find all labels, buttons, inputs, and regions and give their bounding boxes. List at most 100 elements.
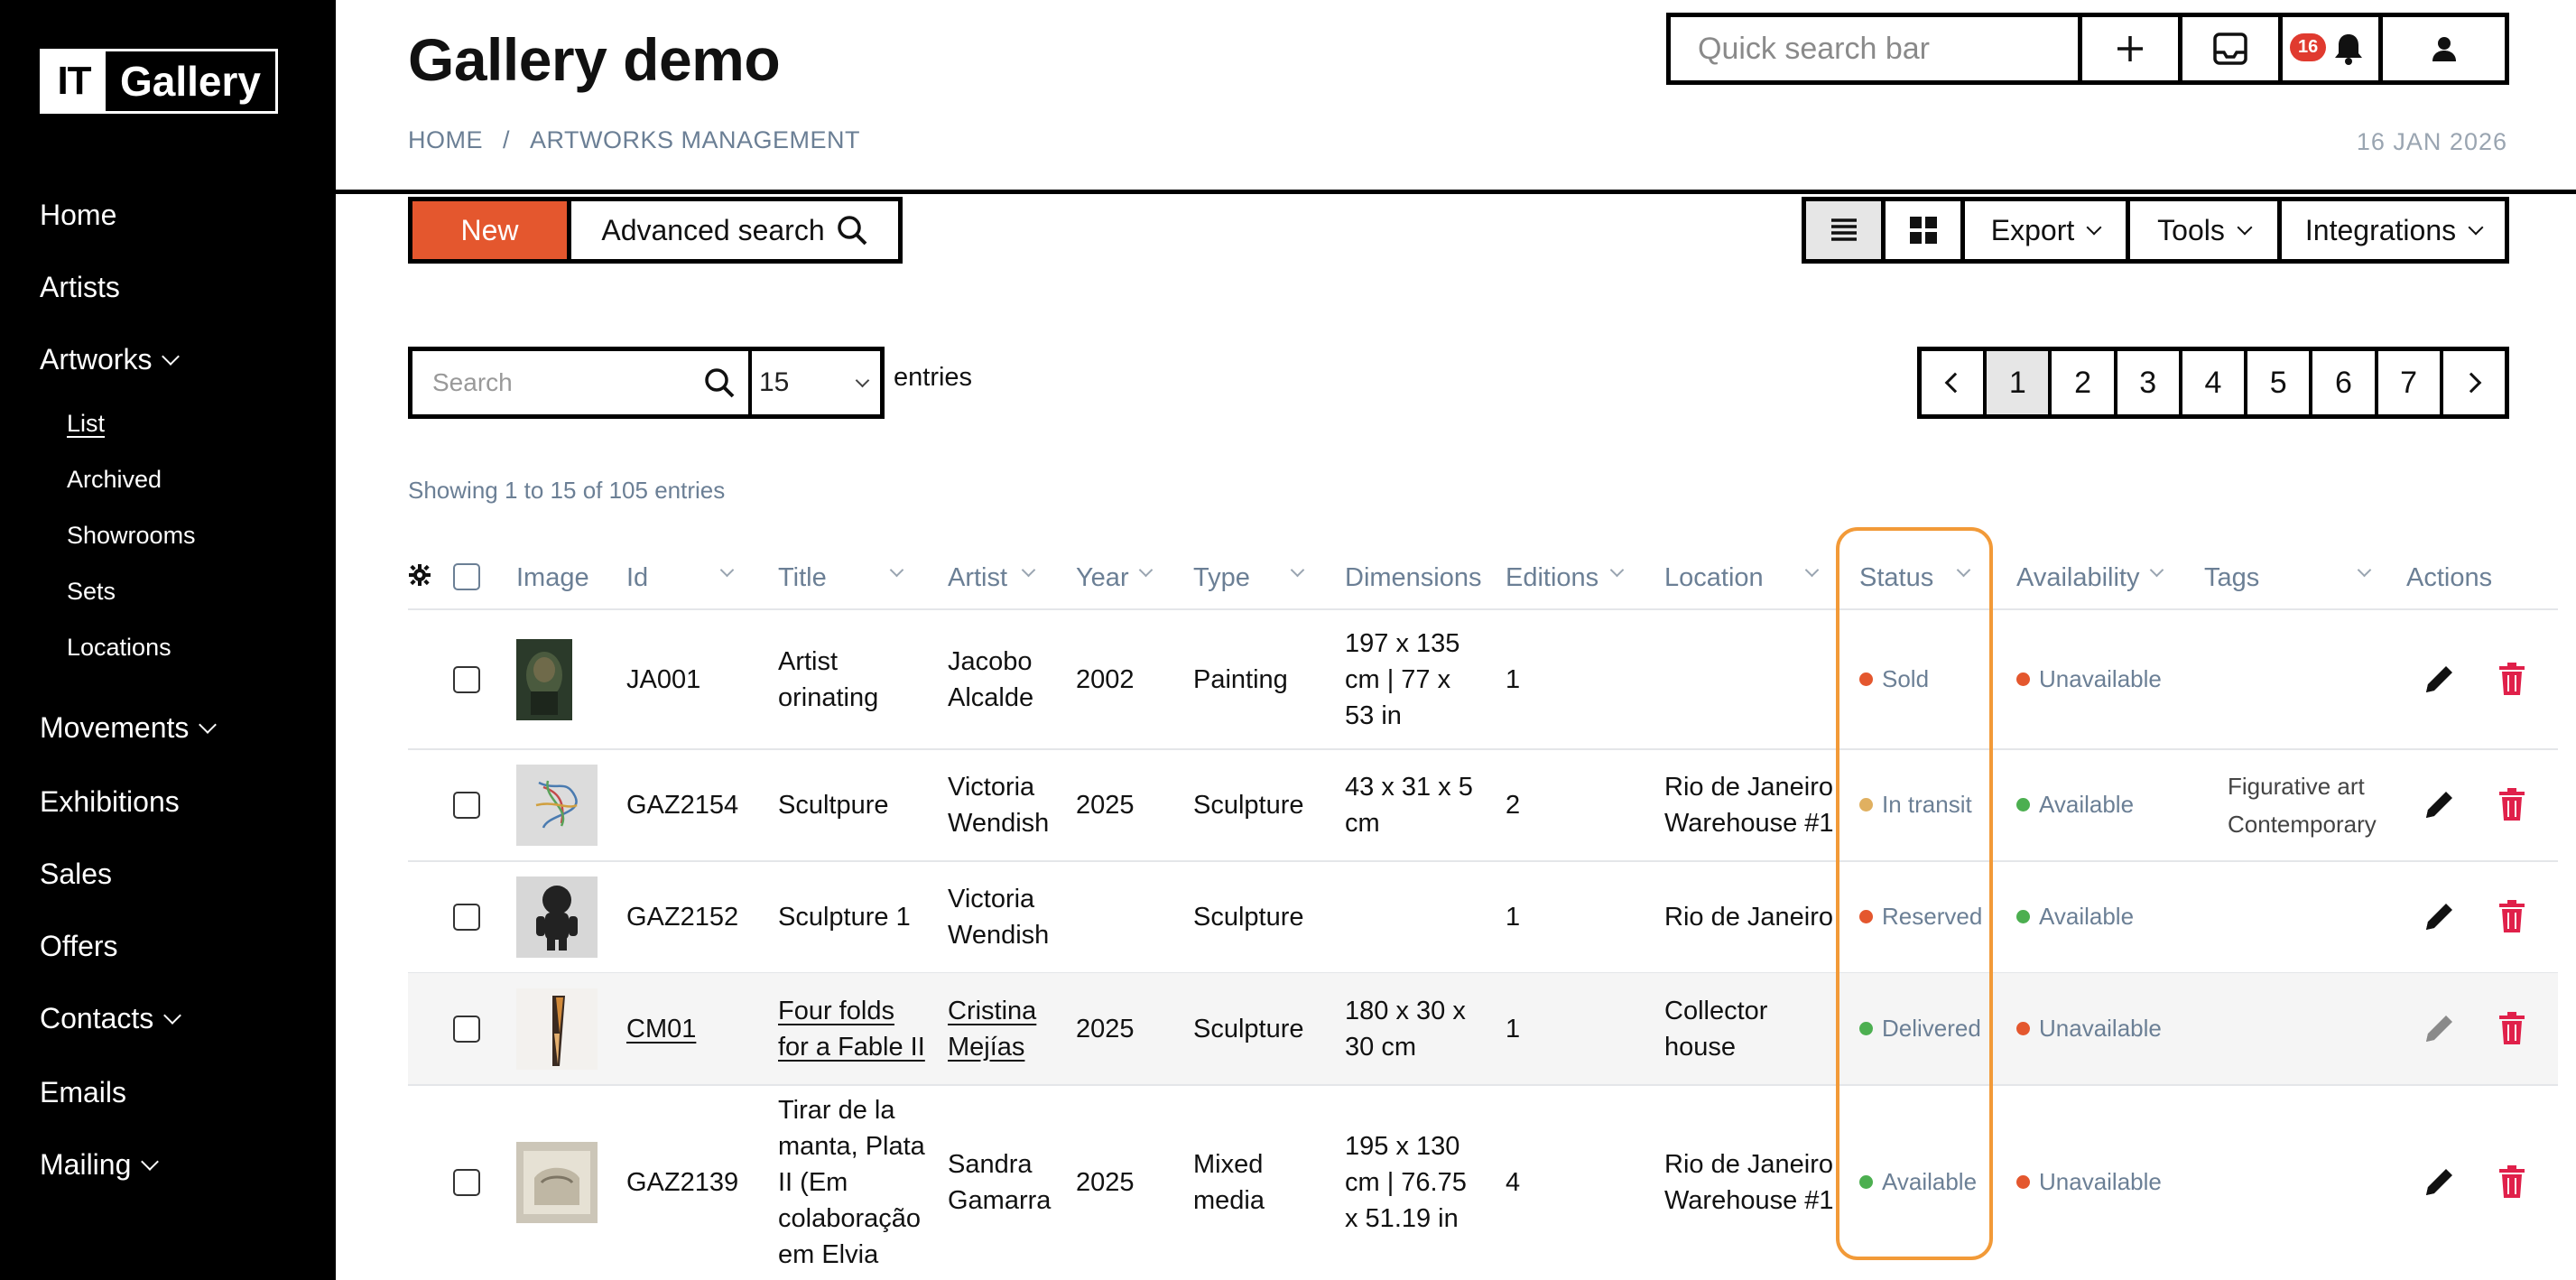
edit-button[interactable]: [2423, 1011, 2457, 1050]
edit-button[interactable]: [2423, 899, 2457, 938]
column-header-title[interactable]: Title: [778, 563, 827, 593]
edit-button[interactable]: [2423, 787, 2457, 826]
sort-chevron-icon[interactable]: [719, 562, 735, 578]
column-header-availability[interactable]: Availability: [2016, 563, 2139, 593]
sidebar-item-emails[interactable]: Emails: [40, 1076, 126, 1109]
tools-dropdown[interactable]: Tools: [2130, 201, 2282, 259]
column-header-id[interactable]: Id: [626, 563, 648, 593]
sort-chevron-icon[interactable]: [2149, 562, 2164, 578]
sidebar-item-artworks[interactable]: Artworks: [40, 343, 181, 376]
sort-chevron-icon[interactable]: [1804, 562, 1820, 578]
sort-chevron-icon[interactable]: [1290, 562, 1305, 578]
edit-button[interactable]: [2423, 662, 2457, 700]
tag[interactable]: Figurative art: [2228, 773, 2365, 800]
delete-button[interactable]: [2498, 1011, 2525, 1050]
artwork-dimensions-line: 43 x 31 x 5: [1345, 773, 1473, 802]
notifications-button[interactable]: 16: [2283, 17, 2383, 80]
pagination-page-5[interactable]: 5: [2247, 351, 2313, 414]
pagination-page-4[interactable]: 4: [2182, 351, 2248, 414]
column-header-label: Tags: [2204, 563, 2260, 592]
artwork-editions: 4: [1506, 1168, 1521, 1197]
artwork-type-line: Mixed: [1193, 1150, 1264, 1179]
sidebar-subitem-showrooms[interactable]: Showrooms: [67, 522, 196, 549]
integrations-dropdown[interactable]: Integrations: [2282, 201, 2505, 259]
row-checkbox[interactable]: [453, 666, 480, 693]
user-menu-button[interactable]: [2383, 17, 2505, 80]
artwork-artist[interactable]: Cristina Mejías: [948, 993, 1036, 1065]
pagination-page-3[interactable]: 3: [2117, 351, 2182, 414]
artwork-dimensions-line: 197 x 135: [1345, 629, 1460, 658]
column-header-status[interactable]: Status: [1859, 563, 1933, 593]
sidebar-subitem-locations[interactable]: Locations: [67, 634, 171, 661]
sidebar-subitem-list[interactable]: List: [67, 410, 106, 437]
sort-chevron-icon[interactable]: [889, 562, 904, 578]
row-checkbox[interactable]: [453, 1016, 480, 1043]
sidebar-item-artists[interactable]: Artists: [40, 271, 120, 304]
select-all-checkbox[interactable]: [453, 563, 480, 590]
sort-chevron-icon[interactable]: [1956, 562, 1971, 578]
artwork-title[interactable]: Four folds for a Fable II: [778, 993, 925, 1065]
artwork-thumbnail[interactable]: [516, 639, 572, 720]
sort-chevron-icon[interactable]: [2357, 562, 2372, 578]
pagination-page-7[interactable]: 7: [2378, 351, 2443, 414]
sort-chevron-icon[interactable]: [1138, 562, 1154, 578]
table-search-input[interactable]: Search: [412, 351, 752, 414]
advanced-search-button[interactable]: Advanced search: [571, 201, 898, 259]
delete-button[interactable]: [2498, 899, 2525, 938]
table-row[interactable]: [408, 973, 2558, 1085]
row-checkbox[interactable]: [453, 1169, 480, 1196]
inbox-button[interactable]: [2182, 17, 2283, 80]
artwork-thumbnail[interactable]: [516, 988, 598, 1070]
breadcrumb-artworks-management[interactable]: ARTWORKS MANAGEMENT: [530, 126, 861, 153]
grid-view-button[interactable]: [1886, 201, 1965, 259]
column-header-type[interactable]: Type: [1193, 563, 1250, 593]
column-header-editions[interactable]: Editions: [1506, 563, 1598, 593]
artwork-id[interactable]: CM01: [626, 1015, 697, 1043]
column-header-actions[interactable]: Actions: [2406, 563, 2492, 593]
artwork-thumbnail[interactable]: [516, 765, 598, 846]
artwork-thumbnail[interactable]: [516, 1142, 598, 1223]
sort-chevron-icon[interactable]: [1021, 562, 1036, 578]
sidebar-item-offers[interactable]: Offers: [40, 930, 118, 963]
pagination-next[interactable]: [2443, 351, 2505, 414]
list-view-button[interactable]: [1806, 201, 1886, 259]
edit-button[interactable]: [2423, 1164, 2457, 1203]
sidebar-item-home[interactable]: Home: [40, 199, 116, 232]
sidebar-item-contacts[interactable]: Contacts: [40, 1002, 182, 1035]
delete-button[interactable]: [2498, 1164, 2525, 1203]
column-header-dimensions[interactable]: Dimensions: [1345, 563, 1482, 593]
breadcrumb-home[interactable]: HOME: [408, 126, 483, 153]
row-checkbox[interactable]: [453, 904, 480, 931]
new-button[interactable]: New: [412, 201, 571, 259]
sidebar-item-label: Offers: [40, 930, 118, 962]
export-dropdown[interactable]: Export: [1965, 201, 2130, 259]
sidebar-item-sales[interactable]: Sales: [40, 858, 112, 891]
pagination-page-2[interactable]: 2: [2052, 351, 2117, 414]
table-row[interactable]: [408, 610, 2558, 749]
delete-button[interactable]: [2498, 787, 2525, 826]
tag[interactable]: Contemporary: [2228, 811, 2377, 838]
logo[interactable]: IT Gallery: [40, 49, 278, 114]
artwork-thumbnail[interactable]: [516, 877, 598, 958]
gear-icon[interactable]: [408, 563, 431, 587]
column-header-image[interactable]: Image: [516, 563, 589, 593]
row-checkbox[interactable]: [453, 792, 480, 819]
column-header-year[interactable]: Year: [1076, 563, 1129, 593]
sort-chevron-icon[interactable]: [1609, 562, 1625, 578]
delete-button[interactable]: [2498, 662, 2525, 700]
sidebar-item-exhibitions[interactable]: Exhibitions: [40, 785, 180, 819]
sidebar-subitem-sets[interactable]: Sets: [67, 578, 116, 605]
sidebar-item-mailing[interactable]: Mailing: [40, 1148, 160, 1182]
pagination-page-1[interactable]: 1: [1987, 351, 2052, 414]
column-header-location[interactable]: Location: [1664, 563, 1764, 593]
quick-search-input[interactable]: Quick search bar: [1671, 17, 2082, 80]
sidebar-subitem-archived[interactable]: Archived: [67, 466, 162, 493]
pagination-page-6[interactable]: 6: [2312, 351, 2378, 414]
page-size-select[interactable]: 15: [752, 351, 880, 414]
column-header-tags[interactable]: Tags: [2204, 563, 2259, 593]
sidebar-item-movements[interactable]: Movements: [40, 711, 218, 745]
column-header-artist[interactable]: Artist: [948, 563, 1007, 593]
add-button[interactable]: [2082, 17, 2182, 80]
sidebar-item-label: Home: [40, 199, 117, 231]
pagination-prev[interactable]: [1922, 351, 1988, 414]
